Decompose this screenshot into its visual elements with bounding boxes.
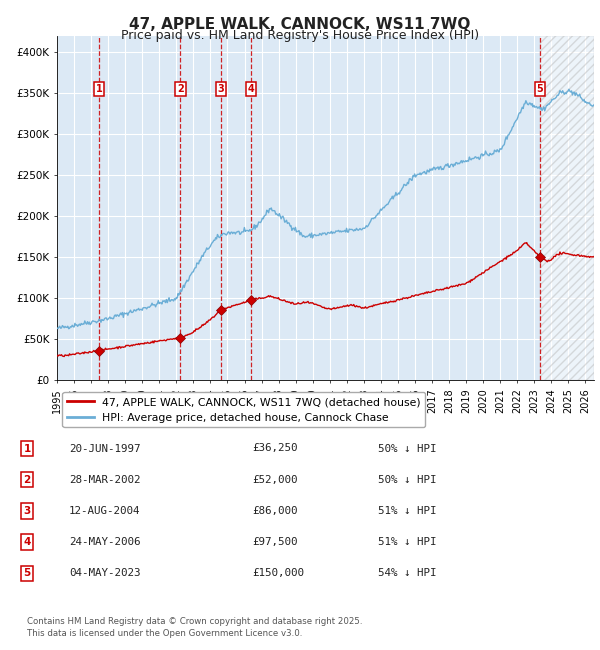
Text: 4: 4 <box>23 537 31 547</box>
Text: £150,000: £150,000 <box>252 568 304 578</box>
Text: 04-MAY-2023: 04-MAY-2023 <box>69 568 140 578</box>
Text: £86,000: £86,000 <box>252 506 298 516</box>
Text: 50% ↓ HPI: 50% ↓ HPI <box>378 474 437 485</box>
Text: 51% ↓ HPI: 51% ↓ HPI <box>378 506 437 516</box>
Text: 54% ↓ HPI: 54% ↓ HPI <box>378 568 437 578</box>
Text: 50% ↓ HPI: 50% ↓ HPI <box>378 443 437 454</box>
Text: 12-AUG-2004: 12-AUG-2004 <box>69 506 140 516</box>
Text: 2: 2 <box>177 84 184 94</box>
Text: 51% ↓ HPI: 51% ↓ HPI <box>378 537 437 547</box>
Text: Contains HM Land Registry data © Crown copyright and database right 2025.
This d: Contains HM Land Registry data © Crown c… <box>27 618 362 638</box>
Text: 1: 1 <box>95 84 103 94</box>
Text: 28-MAR-2002: 28-MAR-2002 <box>69 474 140 485</box>
Text: 47, APPLE WALK, CANNOCK, WS11 7WQ: 47, APPLE WALK, CANNOCK, WS11 7WQ <box>130 17 470 32</box>
Text: Price paid vs. HM Land Registry's House Price Index (HPI): Price paid vs. HM Land Registry's House … <box>121 29 479 42</box>
Text: 20-JUN-1997: 20-JUN-1997 <box>69 443 140 454</box>
Text: £52,000: £52,000 <box>252 474 298 485</box>
Text: 4: 4 <box>248 84 254 94</box>
Text: 2: 2 <box>23 474 31 485</box>
Text: 5: 5 <box>23 568 31 578</box>
Legend: 47, APPLE WALK, CANNOCK, WS11 7WQ (detached house), HPI: Average price, detached: 47, APPLE WALK, CANNOCK, WS11 7WQ (detac… <box>62 392 425 427</box>
Text: 1: 1 <box>23 443 31 454</box>
Text: 24-MAY-2006: 24-MAY-2006 <box>69 537 140 547</box>
Text: 3: 3 <box>217 84 224 94</box>
Text: £36,250: £36,250 <box>252 443 298 454</box>
Text: £97,500: £97,500 <box>252 537 298 547</box>
Text: 5: 5 <box>536 84 544 94</box>
Text: 3: 3 <box>23 506 31 516</box>
